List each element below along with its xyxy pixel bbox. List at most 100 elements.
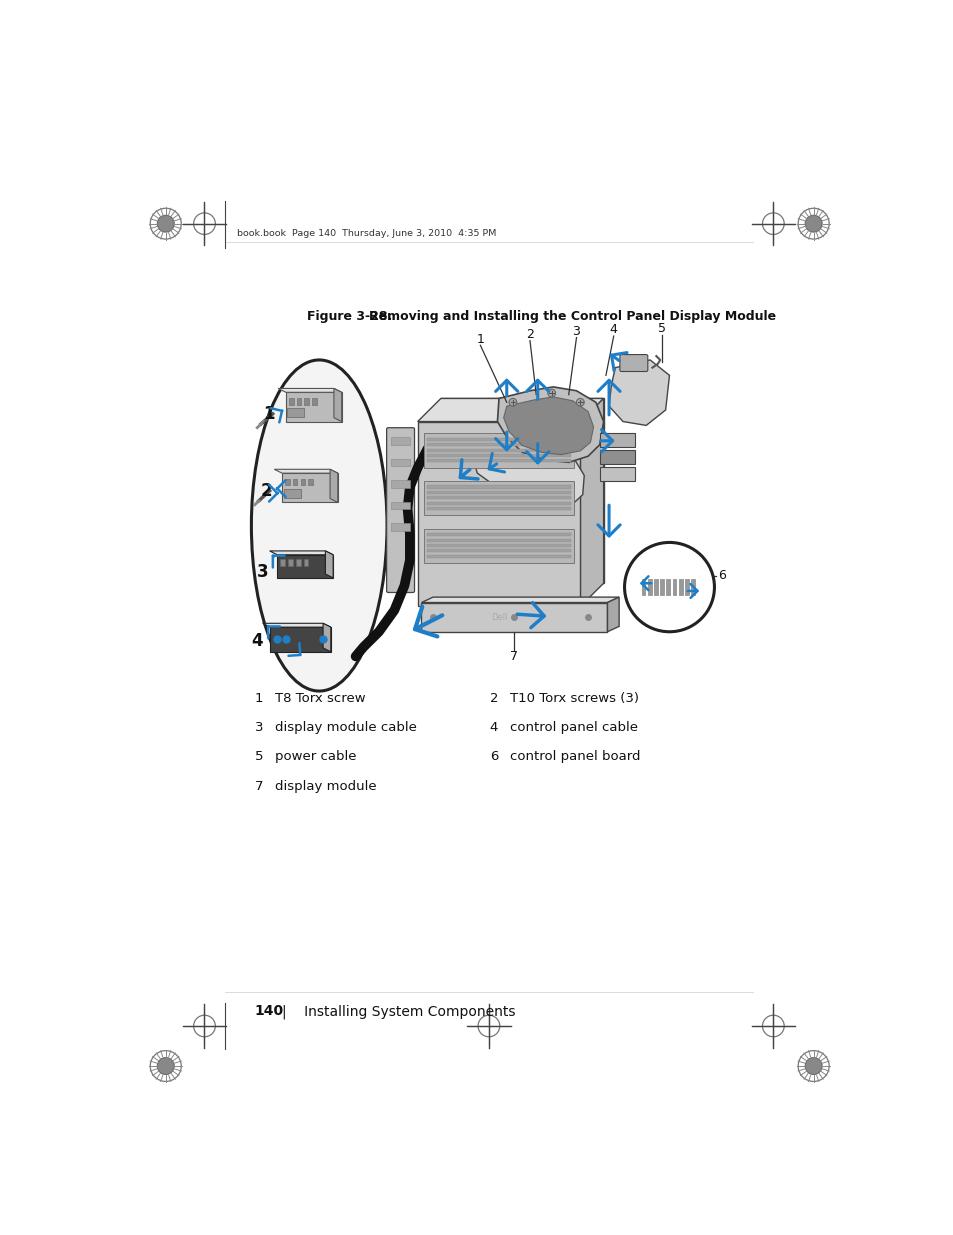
Text: Figure 3-28.: Figure 3-28. xyxy=(307,310,392,322)
Bar xyxy=(427,459,571,462)
Bar xyxy=(427,543,571,547)
Circle shape xyxy=(804,215,821,232)
Text: T8 Torx screw: T8 Torx screw xyxy=(274,692,365,705)
Bar xyxy=(427,437,571,441)
Bar xyxy=(293,479,297,485)
Polygon shape xyxy=(270,551,333,555)
Bar xyxy=(296,399,301,405)
Polygon shape xyxy=(325,551,333,578)
Text: 1: 1 xyxy=(263,405,274,422)
Bar xyxy=(427,490,571,494)
Polygon shape xyxy=(286,393,341,421)
Circle shape xyxy=(624,542,714,632)
Text: 1: 1 xyxy=(476,332,484,346)
Bar xyxy=(423,529,574,563)
Text: 7: 7 xyxy=(254,779,263,793)
Bar xyxy=(427,485,571,489)
Bar xyxy=(391,501,410,509)
Polygon shape xyxy=(421,597,618,603)
Bar xyxy=(295,559,300,566)
FancyBboxPatch shape xyxy=(386,427,415,593)
Polygon shape xyxy=(417,421,579,606)
Bar xyxy=(647,579,651,595)
Text: 5: 5 xyxy=(254,751,263,763)
Circle shape xyxy=(547,389,555,396)
Text: 6: 6 xyxy=(718,569,725,582)
Bar xyxy=(427,501,571,505)
Bar xyxy=(391,480,410,488)
Polygon shape xyxy=(334,389,341,421)
Text: 2: 2 xyxy=(260,482,272,500)
Bar xyxy=(599,433,634,447)
Polygon shape xyxy=(330,469,337,503)
Text: 4: 4 xyxy=(489,721,497,734)
Text: 2: 2 xyxy=(525,329,534,341)
Text: 140: 140 xyxy=(254,1004,284,1019)
Bar xyxy=(289,399,294,405)
Polygon shape xyxy=(323,624,331,652)
Text: control panel board: control panel board xyxy=(509,751,639,763)
Circle shape xyxy=(509,399,517,406)
Text: display module: display module xyxy=(274,779,376,793)
Text: 3: 3 xyxy=(254,721,263,734)
Bar xyxy=(283,489,300,498)
Text: Removing and Installing the Control Panel Display Module: Removing and Installing the Control Pane… xyxy=(369,310,775,322)
Bar xyxy=(599,467,634,480)
Bar xyxy=(641,579,645,595)
Text: 2: 2 xyxy=(489,692,497,705)
Text: power cable: power cable xyxy=(274,751,356,763)
Polygon shape xyxy=(282,473,337,503)
Bar xyxy=(659,579,663,595)
Text: 3: 3 xyxy=(256,563,268,580)
Text: 6: 6 xyxy=(489,751,497,763)
Text: T10 Torx screws (3): T10 Torx screws (3) xyxy=(509,692,639,705)
Text: control panel cable: control panel cable xyxy=(509,721,638,734)
Bar xyxy=(285,479,290,485)
Text: 1: 1 xyxy=(254,692,263,705)
Bar xyxy=(679,579,682,595)
Text: 7: 7 xyxy=(510,650,518,663)
Bar xyxy=(304,399,309,405)
Bar xyxy=(427,550,571,552)
Bar xyxy=(287,408,304,417)
Bar xyxy=(427,454,571,457)
Bar xyxy=(423,433,574,468)
Text: |    Installing System Components: | Installing System Components xyxy=(282,1004,515,1019)
Polygon shape xyxy=(270,627,331,652)
Bar xyxy=(280,559,285,566)
Text: display module cable: display module cable xyxy=(274,721,416,734)
Bar xyxy=(427,448,571,452)
Bar xyxy=(654,579,658,595)
Bar xyxy=(391,524,410,531)
Text: book.book  Page 140  Thursday, June 3, 2010  4:35 PM: book.book Page 140 Thursday, June 3, 201… xyxy=(236,230,496,238)
Bar xyxy=(684,579,688,595)
Bar xyxy=(391,458,410,466)
Polygon shape xyxy=(607,597,618,632)
Bar xyxy=(691,579,695,595)
Text: Dell: Dell xyxy=(490,613,507,621)
Polygon shape xyxy=(497,387,603,462)
Bar xyxy=(427,496,571,499)
Bar xyxy=(303,559,308,566)
Bar xyxy=(666,579,670,595)
Bar xyxy=(288,559,293,566)
Bar xyxy=(672,579,676,595)
Text: 3: 3 xyxy=(572,325,579,338)
Polygon shape xyxy=(476,447,583,510)
Circle shape xyxy=(576,399,583,406)
Bar xyxy=(308,479,313,485)
Circle shape xyxy=(157,1057,174,1074)
Bar xyxy=(427,508,571,510)
Polygon shape xyxy=(278,389,341,393)
Polygon shape xyxy=(421,603,607,632)
Text: 5: 5 xyxy=(657,322,665,335)
Polygon shape xyxy=(503,396,593,454)
Polygon shape xyxy=(440,399,603,583)
Polygon shape xyxy=(608,359,669,425)
Ellipse shape xyxy=(252,359,387,692)
Bar xyxy=(427,538,571,542)
Polygon shape xyxy=(417,399,603,421)
Bar xyxy=(427,555,571,558)
Polygon shape xyxy=(274,469,337,473)
Polygon shape xyxy=(277,555,333,578)
